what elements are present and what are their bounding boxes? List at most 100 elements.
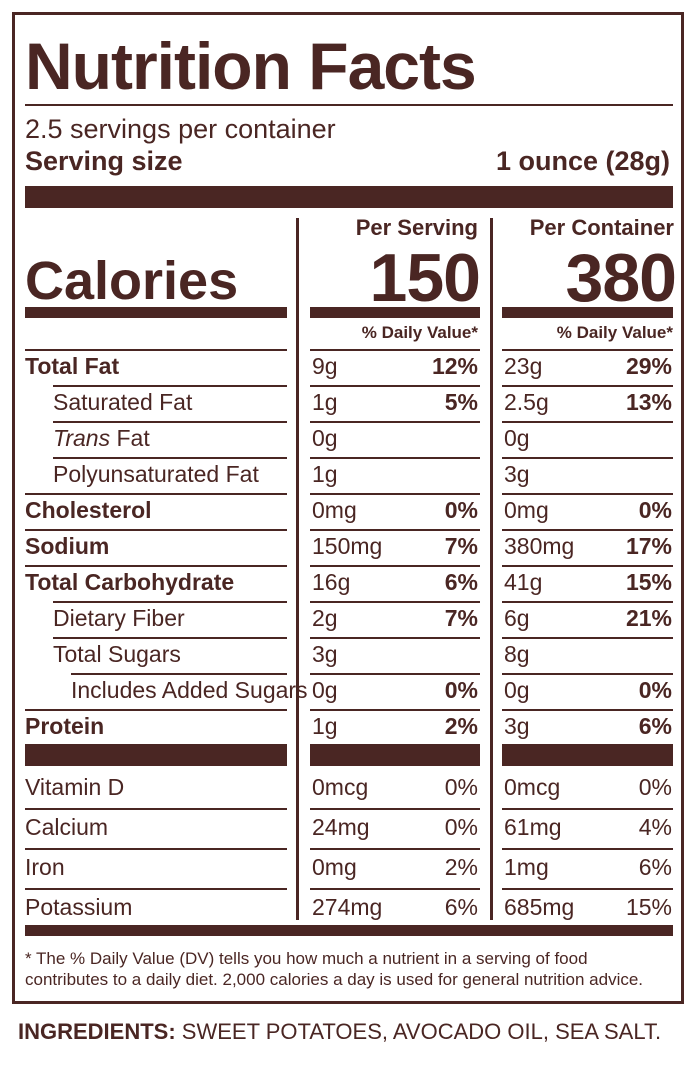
calories-per-serving: 150 [369,240,481,316]
nutrient-name: Total Fat [25,351,119,381]
row-divider [310,349,480,351]
nutrient-name-text: Total Fat [25,353,120,379]
container-amount: 3g [504,461,530,487]
container-daily-value: 21% [625,605,672,631]
container-daily-value: 0% [638,497,672,523]
vitamin-name: Iron [25,854,65,880]
serving-amount: 24mg [312,814,370,840]
container-amount: 0mg [504,497,549,523]
row-divider [310,808,480,810]
row-divider [53,421,287,423]
row-divider [502,601,673,603]
container-daily-value: 17% [625,533,672,559]
container-amount: 0g [504,677,530,703]
per-serving-heading: Per Serving [355,215,478,240]
container-amount: 61mg [504,814,562,840]
calories-divider-serving [310,307,480,318]
container-daily-value: 15% [625,894,672,920]
nutrient-name-text: Dietary Fiber [53,605,185,631]
row-divider [25,565,287,567]
nutrient-name-text: Sodium [25,533,110,559]
row-divider [25,709,287,711]
row-divider [310,709,480,711]
serving-amount: 0mcg [312,774,369,800]
nutrient-name: Cholesterol [25,495,152,525]
container-amount: 2.5g [504,389,549,415]
row-divider [502,709,673,711]
nutrient-name: Saturated Fat [53,387,192,417]
row-divider [53,457,287,459]
container-amount: 0g [504,425,530,451]
container-daily-value: 29% [625,353,672,379]
row-divider [25,888,287,890]
daily-value-footnote: * The % Daily Value (DV) tells you how m… [25,949,644,989]
row-divider [310,673,480,675]
nutrient-name-text: Protein [25,713,105,739]
row-divider [502,349,673,351]
row-divider [25,529,287,531]
thick-divider [25,186,673,208]
nutrition-facts-title: Nutrition Facts [25,29,477,103]
row-divider [310,888,480,890]
serving-amount: 274mg [312,894,383,920]
serving-amount: 2g [312,605,338,631]
vitamin-divider-serving [310,744,480,766]
calories-per-container: 380 [565,240,677,316]
serving-amount: 0g [312,677,338,703]
container-amount: 8g [504,641,530,667]
container-daily-value: 0% [638,677,672,703]
serving-amount: 0mg [312,497,357,523]
row-divider [25,848,287,850]
serving-daily-value: 2% [444,713,478,739]
per-container-heading: Per Container [529,215,674,240]
calories-label: Calories [25,251,239,311]
serving-amount: 1g [312,461,338,487]
row-divider [71,673,287,675]
nutrition-facts-panel [12,12,684,1004]
container-amount: 23g [504,353,543,379]
nutrient-name-italic: Trans [53,425,111,451]
row-divider [502,888,673,890]
nutrient-name: Dietary Fiber [53,603,185,633]
nutrient-name: Total Carbohydrate [25,567,234,597]
nutrient-name-text: Polyunsaturated Fat [53,461,259,487]
serving-daily-value: 7% [444,533,478,559]
ingredients-text: SWEET POTATOES, AVOCADO OIL, SEA SALT. [175,1019,662,1044]
container-amount: 6g [504,605,530,631]
column-separator-2 [490,218,493,920]
serving-amount: 0mg [312,854,357,880]
ingredients-label: INGREDIENTS: [18,1019,176,1044]
footnote-divider [25,925,673,936]
container-amount: 41g [504,569,543,595]
serving-daily-value: 12% [431,353,478,379]
servings-per-container: 2.5 servings per container [25,114,336,144]
vitamin-divider-container [502,744,673,766]
calories-divider-left [25,307,287,318]
serving-amount: 1g [312,713,338,739]
nutrient-name-text: Includes Added Sugars [71,677,308,703]
container-amount: 3g [504,713,530,739]
row-divider [502,457,673,459]
row-divider [25,808,287,810]
nutrient-name-text: Fat [110,425,150,451]
container-daily-value: 13% [625,389,672,415]
ingredients-line: INGREDIENTS: SWEET POTATOES, AVOCADO OIL… [18,1018,661,1046]
serving-size-label: Serving size [25,146,183,176]
serving-daily-value: 6% [444,569,478,595]
row-divider [502,493,673,495]
nutrient-name-text: Cholesterol [25,497,152,523]
divider [25,104,673,106]
row-divider [53,385,287,387]
serving-amount: 1g [312,389,338,415]
row-divider [25,493,287,495]
nutrient-name-text: Total Sugars [53,641,181,667]
row-divider [502,385,673,387]
vitamin-name: Potassium [25,894,133,920]
row-divider [502,529,673,531]
row-divider [502,565,673,567]
container-amount: 0mcg [504,774,561,800]
serving-daily-value: 0% [444,814,478,840]
serving-amount: 3g [312,641,338,667]
nutrient-name: Includes Added Sugars [71,675,308,705]
row-divider [310,421,480,423]
